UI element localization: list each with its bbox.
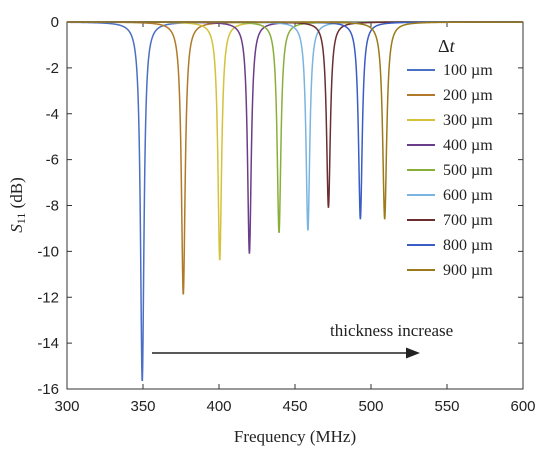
axis-ticks: 300 350 400 450 500 550 600 0 -2 -4 -6 -8 -10 -12 -14 -… <box>37 14 535 415</box>
legend-label-2: 200 µm <box>443 87 493 104</box>
y-tick-label: -4 <box>46 106 59 123</box>
legend: Δt 100 µm 200 µm 300 µm 400 µm 500 µm 600 µm 7… <box>407 36 493 279</box>
legend-label-7: 700 µm <box>443 212 493 229</box>
y-tick-label: -2 <box>46 60 59 77</box>
x-tick-label: 600 <box>510 398 535 415</box>
x-axis-label: Frequency (MHz) <box>234 427 356 446</box>
legend-title: Δt <box>438 36 456 56</box>
series-line-9 <box>67 21 523 220</box>
x-tick-label: 450 <box>282 398 307 415</box>
x-tick-label: 400 <box>206 398 231 415</box>
y-tick-label: -8 <box>46 198 59 215</box>
series-curves <box>66 21 523 382</box>
legend-label-4: 400 µm <box>443 137 493 154</box>
x-tick-label: 550 <box>434 398 459 415</box>
legend-label-8: 800 µm <box>443 237 493 254</box>
legend-label-3: 300 µm <box>443 112 493 129</box>
y-tick-label: -12 <box>37 289 59 306</box>
x-tick-label: 300 <box>54 398 79 415</box>
y-tick-label: -14 <box>37 335 59 352</box>
legend-label-9: 900 µm <box>443 262 493 279</box>
y-tick-label: -6 <box>46 152 59 169</box>
thickness-annotation: thickness increase <box>152 321 453 359</box>
y-tick-label: -10 <box>37 243 59 260</box>
y-tick-label: 0 <box>51 14 59 31</box>
annotation-text: thickness increase <box>330 321 453 340</box>
legend-label-6: 600 µm <box>443 187 493 204</box>
arrow-head-icon <box>406 347 420 359</box>
y-axis-label: S11 (dB) <box>7 177 28 232</box>
x-tick-label: 350 <box>130 398 155 415</box>
y-tick-label: -16 <box>37 381 59 398</box>
x-tick-label: 500 <box>358 398 383 415</box>
legend-label-1: 100 µm <box>443 62 493 79</box>
legend-label-5: 500 µm <box>443 162 493 179</box>
